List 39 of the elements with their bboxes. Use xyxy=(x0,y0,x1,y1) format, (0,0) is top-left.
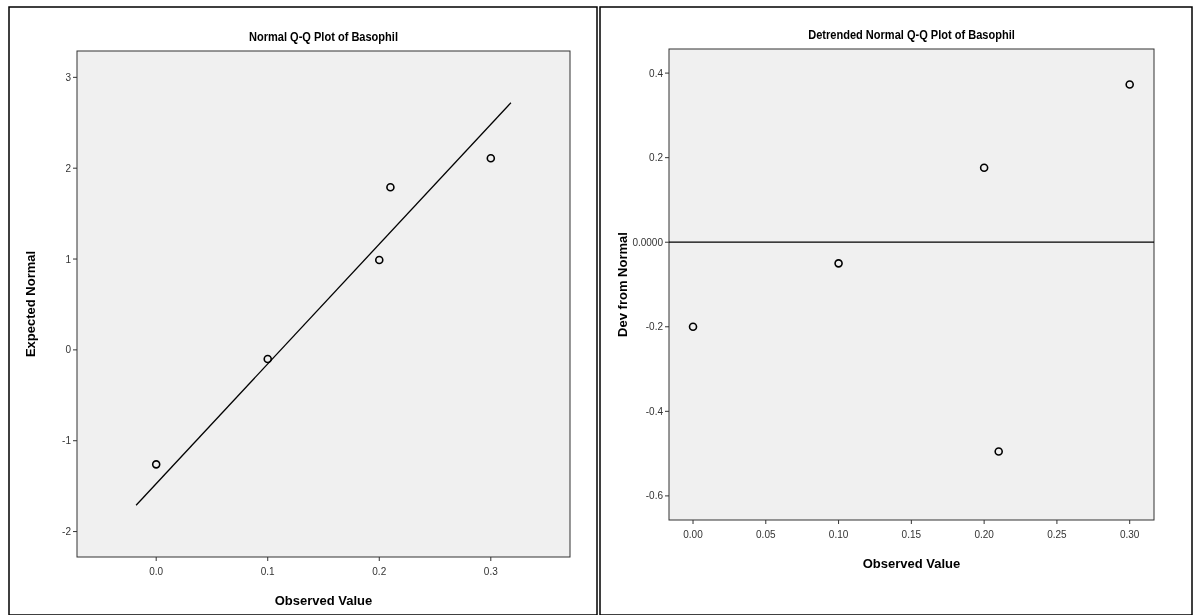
x-tick-label: 0.2 xyxy=(372,566,387,577)
y-tick-label: 0 xyxy=(65,344,72,356)
x-tick-label: 0.00 xyxy=(683,529,704,540)
y-tick-label: -0.6 xyxy=(645,490,664,502)
point xyxy=(1125,80,1134,89)
point xyxy=(486,153,496,163)
y-tick-label: 1 xyxy=(65,253,72,265)
y-axis-title: Dev from Normal xyxy=(615,232,630,337)
y-tick-label: 0.4 xyxy=(649,67,664,79)
x-tick-label: 0.20 xyxy=(974,529,995,540)
x-tick-label: 0.05 xyxy=(756,529,776,540)
x-tick-label: 0.0 xyxy=(149,566,164,577)
chart-title: Normal Q-Q Plot of Basophil xyxy=(249,29,398,45)
y-tick-label: 2 xyxy=(65,162,72,174)
y-tick-label: -0.2 xyxy=(645,321,664,333)
point xyxy=(374,255,384,265)
x-tick-label: 0.1 xyxy=(260,566,276,577)
x-tick-label: 0.15 xyxy=(901,529,922,540)
x-tick-label: 0.3 xyxy=(483,566,499,577)
y-tick-label: 0.2 xyxy=(649,152,664,164)
point xyxy=(263,354,273,364)
point xyxy=(994,447,1003,456)
x-tick-label: 0.25 xyxy=(1047,529,1068,540)
point xyxy=(834,259,843,268)
y-tick-label: -2 xyxy=(62,526,72,538)
point xyxy=(386,182,395,192)
point xyxy=(688,322,698,332)
chart-title: Detrended Normal Q-Q Plot of Basophil xyxy=(808,27,1015,43)
x-tick-label: 0.10 xyxy=(828,529,849,540)
y-tick-label: 3 xyxy=(65,71,72,83)
y-tick-label: 0.0000 xyxy=(632,236,664,248)
x-axis-title: Observed Value xyxy=(274,593,373,608)
y-tick-label: -1 xyxy=(62,435,72,447)
point xyxy=(151,460,161,469)
y-axis-title: Expected Normal xyxy=(23,250,38,358)
point xyxy=(979,163,989,173)
y-tick-label: -0.4 xyxy=(645,405,664,417)
x-tick-label: 0.30 xyxy=(1119,529,1140,540)
x-axis-title: Observed Value xyxy=(862,556,961,571)
